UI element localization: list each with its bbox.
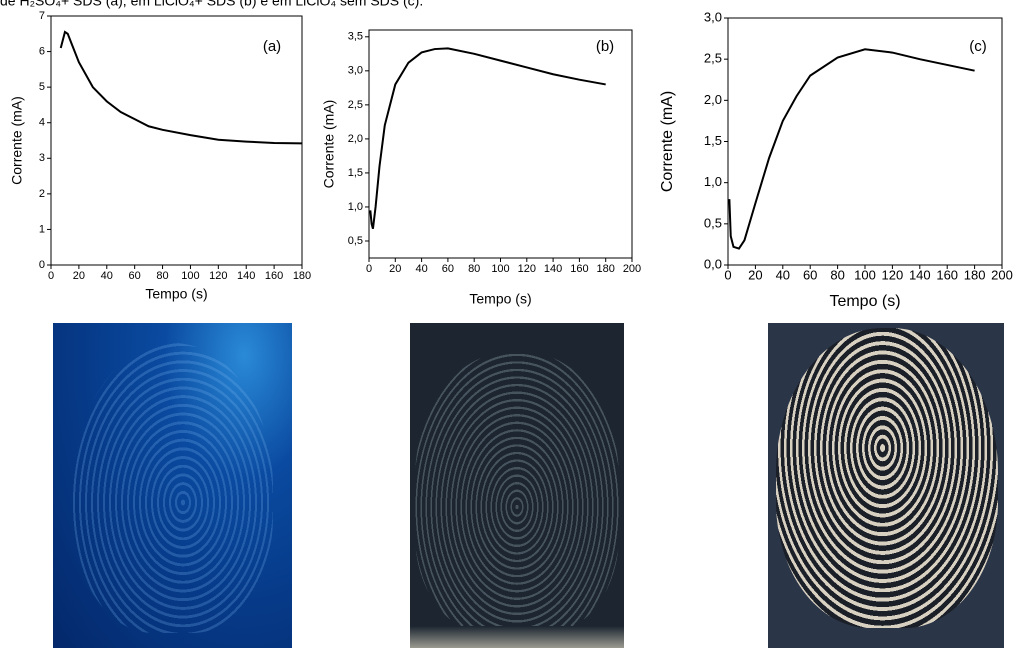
fingerprint-photo-b [410,323,624,648]
x-tick-label: 160 [936,267,958,282]
y-tick-label: 3,0 [348,65,363,77]
ridge-pattern [73,343,273,633]
data-line [59,30,303,145]
x-tick-label: 40 [101,270,113,282]
x-tick-label: 20 [389,263,401,275]
x-tick-label: 180 [293,270,311,282]
x-tick-label: 100 [854,267,876,282]
x-tick-label: 180 [964,267,986,282]
x-tick-label: 140 [544,263,562,275]
y-tick-label: 1,0 [704,174,722,189]
y-axis-label: Corrente (mA) [321,100,337,189]
y-tick-label: 3,0 [704,9,722,24]
fingerprint-photo-c [768,323,1004,648]
y-tick-label: 1,5 [348,167,363,179]
x-tick-label: 180 [597,263,615,275]
y-tick-label: 6 [39,45,45,57]
ridge-pattern [415,353,619,633]
y-tick-label: 7 [39,10,45,22]
plot-frame [727,17,1003,266]
data-line [728,48,975,250]
y-tick-label: 2,5 [348,99,363,111]
x-axis-label: Tempo (s) [145,286,207,302]
x-tick-label: 0 [48,270,54,282]
x-tick-label: 80 [156,270,168,282]
data-line [369,47,606,230]
x-tick-label: 80 [830,267,844,282]
y-tick-label: 4 [39,117,45,129]
x-tick-label: 60 [129,270,141,282]
x-tick-label: 200 [623,263,641,275]
panel-label: (a) [263,38,281,55]
y-tick-label: 1 [39,223,45,235]
x-tick-label: 200 [991,267,1013,282]
x-tick-label: 160 [265,270,283,282]
y-tick-label: 2 [39,188,45,200]
x-tick-label: 100 [491,263,509,275]
x-tick-label: 120 [209,270,227,282]
x-tick-label: 60 [442,263,454,275]
y-tick-label: 1,5 [704,133,722,148]
x-tick-label: 20 [748,267,762,282]
y-tick-label: 0,0 [704,256,722,271]
y-tick-label: 5 [39,81,45,93]
fingerprint-photo-a [53,323,292,648]
x-axis-label: Tempo (s) [829,293,900,310]
x-tick-label: 140 [237,270,255,282]
caption: de H₂SO₄+ SDS (a), em LiClO₄+ SDS (b) e … [0,0,423,9]
y-tick-label: 2,5 [704,51,722,66]
y-tick-label: 0 [39,259,45,271]
x-tick-label: 40 [415,263,427,275]
y-axis-label: Corrente (mA) [9,96,25,185]
y-axis-label: Corrente (mA) [659,91,676,192]
x-tick-label: 0 [366,263,372,275]
y-tick-label: 0,5 [348,235,363,247]
x-tick-label: 120 [518,263,536,275]
panel-label: (c) [969,38,987,55]
x-tick-label: 60 [803,267,817,282]
x-tick-label: 20 [73,270,85,282]
x-axis-label: Tempo (s) [469,291,531,307]
x-tick-label: 160 [570,263,588,275]
y-tick-label: 1,0 [348,201,363,213]
y-tick-label: 3,5 [348,31,363,43]
panel-label: (b) [596,38,614,55]
y-tick-label: 3 [39,152,45,164]
x-tick-label: 120 [882,267,904,282]
x-tick-label: 40 [776,267,790,282]
ridge-pattern [776,328,998,628]
plot-frame [50,15,303,266]
x-tick-label: 0 [724,267,731,282]
x-tick-label: 80 [468,263,480,275]
x-tick-label: 140 [909,267,931,282]
y-tick-label: 0,5 [704,215,722,230]
residue [410,626,624,648]
x-tick-label: 100 [181,270,199,282]
y-tick-label: 2,0 [348,133,363,145]
y-tick-label: 2,0 [704,92,722,107]
